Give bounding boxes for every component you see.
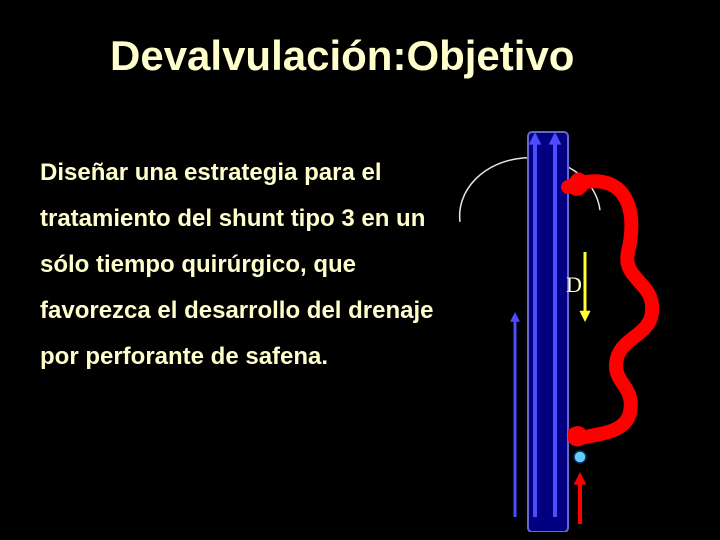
diagram-label-d: D (566, 272, 582, 298)
page-title: Devalvulación:Objetivo (110, 32, 574, 80)
body-paragraph: Diseñar una estrategia para el tratamien… (40, 150, 450, 380)
vein-diagram-svg (430, 112, 690, 532)
vein-diagram: D (430, 112, 690, 532)
